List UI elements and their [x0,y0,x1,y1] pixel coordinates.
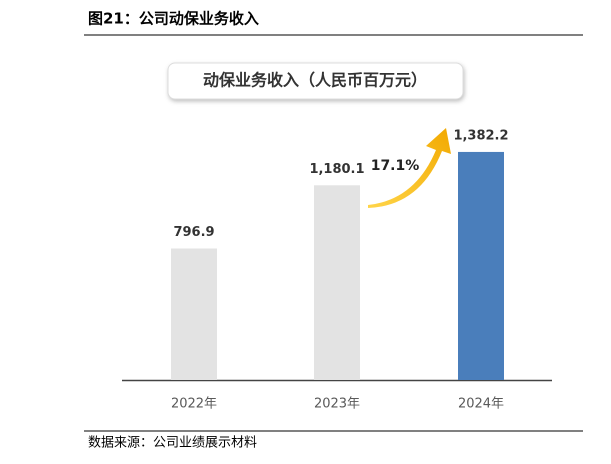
bar [458,151,504,380]
chart-title: 动保业务收入（人民币百万元） [203,71,427,90]
bar [171,248,217,380]
figure-title: 图21：公司动保业务收入 [88,10,259,28]
growth-annotation: 17.1% [371,158,420,174]
x-tick-label: 2023年 [314,397,360,412]
x-tick-label: 2024年 [458,397,504,412]
value-label: 796.9 [173,225,214,240]
source-note: 数据来源：公司业绩展示材料 [88,436,257,451]
growth-arrow [368,128,451,208]
value-label: 1,180.1 [309,162,364,177]
value-label: 1,382.2 [453,128,508,143]
bar [314,185,360,380]
chart-title-box [167,62,464,100]
x-tick-label: 2022年 [171,397,217,412]
